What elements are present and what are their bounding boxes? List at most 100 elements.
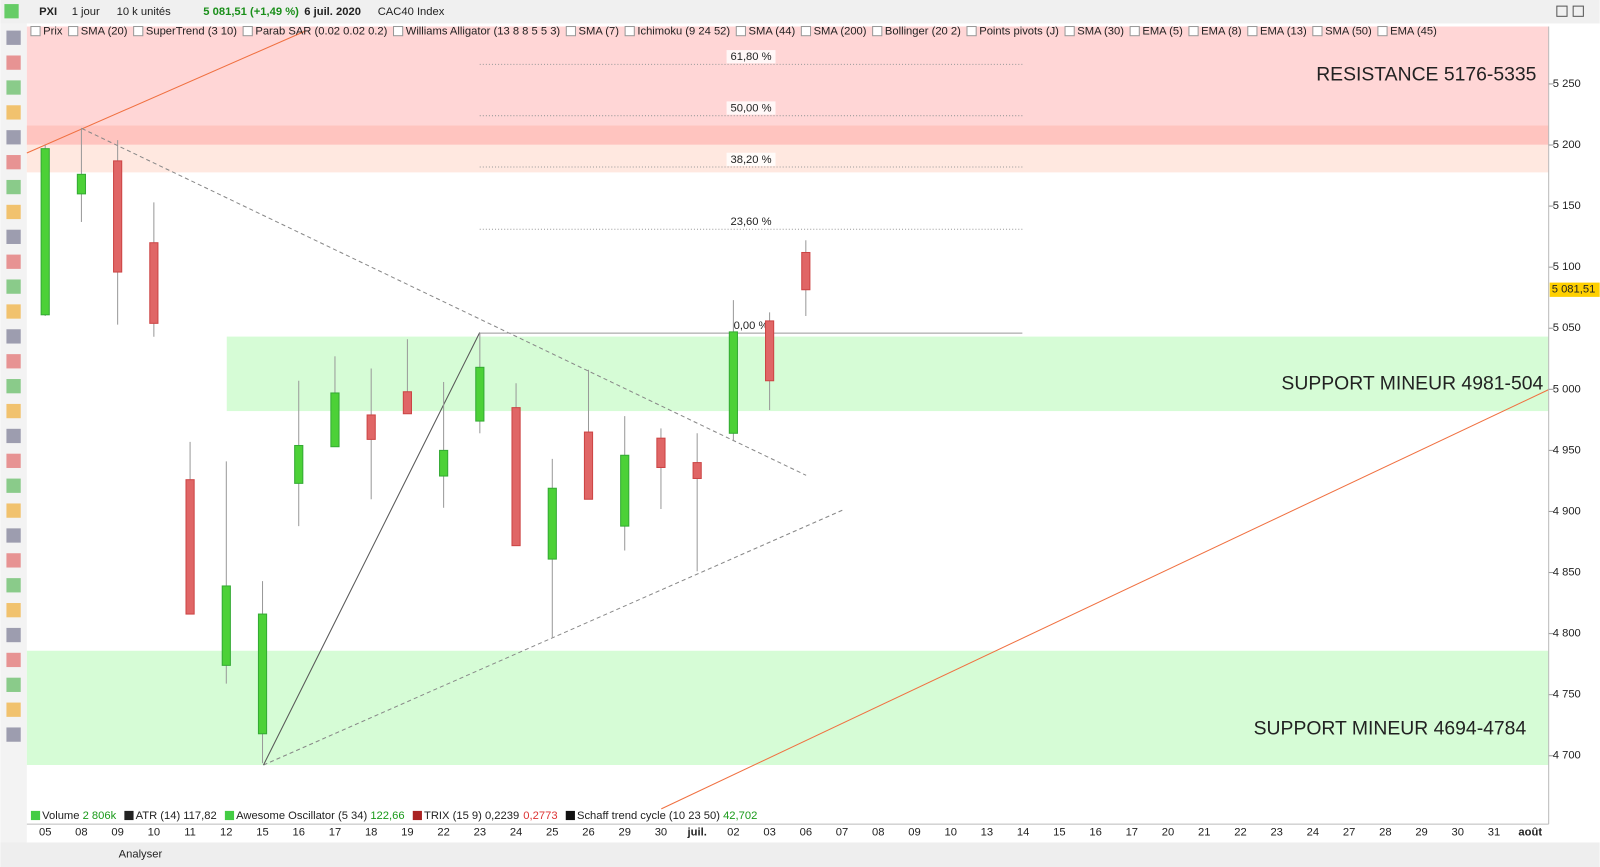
- indicator-swatch: [124, 810, 134, 821]
- period[interactable]: 1 jour: [72, 6, 100, 18]
- tool-icon[interactable]: [6, 30, 21, 45]
- symbol[interactable]: PXI: [39, 6, 57, 18]
- x-tick-label: 08: [872, 826, 884, 838]
- y-tick-label: 5 100: [1553, 261, 1581, 273]
- units[interactable]: 10 k unités: [117, 6, 172, 18]
- x-tick-label: 09: [908, 826, 920, 838]
- tool-icon[interactable]: [6, 677, 21, 692]
- tool-icon[interactable]: [6, 254, 21, 269]
- indicator-checkbox[interactable]: [1247, 26, 1258, 37]
- indicator-checkbox[interactable]: [242, 26, 253, 37]
- indicator-label: Williams Alligator (13 8 8 5 5 3): [406, 26, 561, 38]
- fib-label-bg: [726, 101, 776, 115]
- y-tick-label: 4 850: [1553, 566, 1581, 578]
- price: 5 081,51 (+1,49 %): [203, 6, 299, 18]
- tool-icon[interactable]: [6, 453, 21, 468]
- candle-body: [402, 391, 412, 415]
- candle-body: [656, 437, 666, 468]
- candle-body: [113, 160, 123, 273]
- indicator-checkbox[interactable]: [800, 26, 812, 37]
- x-tick-label: 29: [618, 826, 630, 838]
- tool-icon[interactable]: [6, 105, 21, 120]
- indicator-checkbox[interactable]: [1064, 26, 1075, 37]
- indicator-checkbox[interactable]: [1188, 26, 1199, 37]
- tool-icon[interactable]: [6, 354, 21, 369]
- resistance-zone: [26, 125, 1549, 145]
- candle-body: [547, 487, 557, 560]
- window-button[interactable]: [1556, 5, 1568, 17]
- tool-icon[interactable]: [6, 130, 21, 145]
- indicator-checkbox[interactable]: [565, 26, 576, 37]
- indicator-label: EMA (5): [1142, 26, 1183, 38]
- tool-icon[interactable]: [6, 279, 21, 294]
- tool-icon[interactable]: [6, 204, 21, 220]
- tool-icon[interactable]: [6, 553, 21, 568]
- tool-icon[interactable]: [6, 229, 21, 244]
- fib-label: 38,20 %: [730, 154, 771, 166]
- x-tick-label: 24: [510, 826, 522, 838]
- y-tick-label: 4 900: [1553, 505, 1581, 517]
- x-tick-label: juil.: [687, 826, 707, 838]
- indicator-name: Awesome Oscillator (5 34): [236, 810, 367, 822]
- tool-icon[interactable]: [6, 478, 21, 493]
- tool-icon[interactable]: [6, 155, 21, 170]
- tool-icon[interactable]: [6, 379, 21, 394]
- tool-icon[interactable]: [6, 627, 21, 643]
- tool-icon[interactable]: [6, 80, 21, 95]
- indicator-label: Bollinger (20 2): [885, 26, 961, 38]
- tool-icon[interactable]: [6, 702, 21, 717]
- indicator-checkbox[interactable]: [1312, 26, 1323, 37]
- tool-icon[interactable]: [6, 428, 21, 444]
- indicator-checkbox[interactable]: [1129, 26, 1140, 37]
- indicator-checkbox[interactable]: [735, 26, 746, 37]
- tool-icon[interactable]: [6, 403, 21, 419]
- x-tick-label: août: [1518, 826, 1542, 838]
- resistance-zone: [26, 144, 1549, 173]
- indicator-value: 0,2239: [485, 810, 519, 822]
- window-button[interactable]: [1572, 5, 1584, 17]
- y-tick-label: 5 200: [1553, 139, 1581, 151]
- indicator-checkbox[interactable]: [133, 26, 144, 37]
- tool-icon[interactable]: [6, 329, 21, 344]
- tool-icon[interactable]: [6, 528, 21, 543]
- x-tick-label: 10: [944, 826, 956, 838]
- x-tick-label: 06: [800, 826, 812, 838]
- indicator-checkbox[interactable]: [624, 26, 635, 37]
- tool-icon[interactable]: [6, 503, 21, 518]
- bottom-bar: [0, 842, 1600, 867]
- indicator-checkbox[interactable]: [68, 26, 79, 37]
- tool-icon[interactable]: [6, 652, 21, 668]
- tool-icon[interactable]: [6, 179, 21, 195]
- index: CAC40 Index: [378, 6, 445, 18]
- analyse-button[interactable]: Analyser: [119, 849, 163, 861]
- indicator-checkbox[interactable]: [872, 26, 883, 37]
- indicator-checkbox[interactable]: [1377, 26, 1388, 37]
- trendline: [81, 128, 807, 476]
- indicator-label: EMA (13): [1260, 26, 1307, 38]
- tool-icon[interactable]: [6, 55, 21, 70]
- tool-icon[interactable]: [6, 603, 21, 618]
- x-tick-label: 23: [474, 826, 486, 838]
- indicator-checkbox[interactable]: [30, 26, 41, 37]
- resistance-zone: [26, 26, 1549, 126]
- support-zone: [26, 650, 1549, 765]
- x-tick-label: 02: [727, 826, 739, 838]
- indicator-checkbox[interactable]: [393, 26, 404, 37]
- x-tick-label: 22: [437, 826, 449, 838]
- x-tick-label: 11: [184, 826, 196, 838]
- candle-body: [583, 431, 594, 500]
- tool-icon[interactable]: [6, 304, 21, 319]
- x-tick-label: 30: [655, 826, 667, 838]
- indicator-checkbox[interactable]: [966, 26, 977, 37]
- indicator-label: SMA (200): [814, 26, 867, 38]
- indicator-label: SMA (44): [749, 26, 796, 38]
- candle-body: [185, 479, 195, 615]
- indicator-value: 0,2773: [523, 810, 557, 822]
- x-tick-label: 15: [256, 826, 268, 838]
- x-tick-label: 20: [1162, 826, 1174, 838]
- tool-icon[interactable]: [6, 727, 21, 742]
- x-tick-label: 26: [582, 826, 594, 838]
- x-tick-label: 25: [546, 826, 558, 838]
- tool-icon[interactable]: [6, 578, 21, 593]
